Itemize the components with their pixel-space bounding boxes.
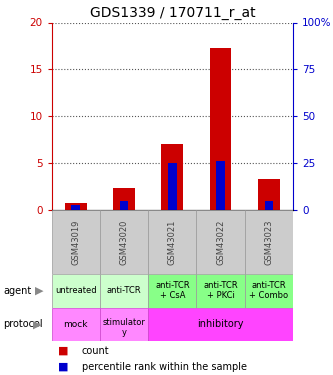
Bar bbox=[264, 201, 273, 210]
Text: GSM43020: GSM43020 bbox=[120, 219, 129, 265]
Text: GSM43019: GSM43019 bbox=[71, 219, 80, 265]
Text: mock: mock bbox=[64, 320, 88, 329]
Bar bbox=[216, 161, 225, 210]
Bar bbox=[100, 308, 148, 341]
Bar bbox=[52, 210, 100, 274]
Title: GDS1339 / 170711_r_at: GDS1339 / 170711_r_at bbox=[90, 6, 255, 20]
Text: agent: agent bbox=[3, 286, 32, 296]
Bar bbox=[52, 274, 100, 308]
Bar bbox=[245, 210, 293, 274]
Text: y: y bbox=[122, 328, 127, 338]
Text: anti-TCR
+ Combo: anti-TCR + Combo bbox=[249, 281, 288, 300]
Text: ■: ■ bbox=[58, 362, 69, 372]
Bar bbox=[148, 274, 196, 308]
Text: ■: ■ bbox=[58, 346, 69, 355]
Text: GSM43021: GSM43021 bbox=[168, 219, 177, 265]
Text: inhibitory: inhibitory bbox=[197, 320, 244, 329]
Bar bbox=[100, 274, 148, 308]
Text: stimulator: stimulator bbox=[103, 318, 146, 327]
Bar bbox=[148, 308, 293, 341]
Text: protocol: protocol bbox=[3, 320, 43, 329]
Text: GSM43023: GSM43023 bbox=[264, 219, 273, 265]
Text: count: count bbox=[82, 346, 109, 355]
Bar bbox=[71, 206, 80, 210]
Text: percentile rank within the sample: percentile rank within the sample bbox=[82, 362, 246, 372]
Bar bbox=[65, 203, 87, 210]
Bar bbox=[210, 48, 231, 210]
Text: ▶: ▶ bbox=[33, 320, 41, 329]
Bar bbox=[120, 201, 129, 210]
Text: anti-TCR
+ PKCi: anti-TCR + PKCi bbox=[203, 281, 238, 300]
Text: anti-TCR: anti-TCR bbox=[107, 286, 141, 295]
Bar bbox=[196, 274, 245, 308]
Bar bbox=[113, 188, 135, 210]
Bar bbox=[245, 274, 293, 308]
Bar bbox=[100, 210, 148, 274]
Bar bbox=[258, 179, 280, 210]
Bar bbox=[148, 210, 196, 274]
Bar bbox=[196, 210, 245, 274]
Text: GSM43022: GSM43022 bbox=[216, 219, 225, 265]
Text: ▶: ▶ bbox=[35, 286, 44, 296]
Bar bbox=[162, 144, 183, 210]
Text: untreated: untreated bbox=[55, 286, 97, 295]
Bar bbox=[52, 308, 100, 341]
Bar bbox=[168, 163, 177, 210]
Text: anti-TCR
+ CsA: anti-TCR + CsA bbox=[155, 281, 189, 300]
